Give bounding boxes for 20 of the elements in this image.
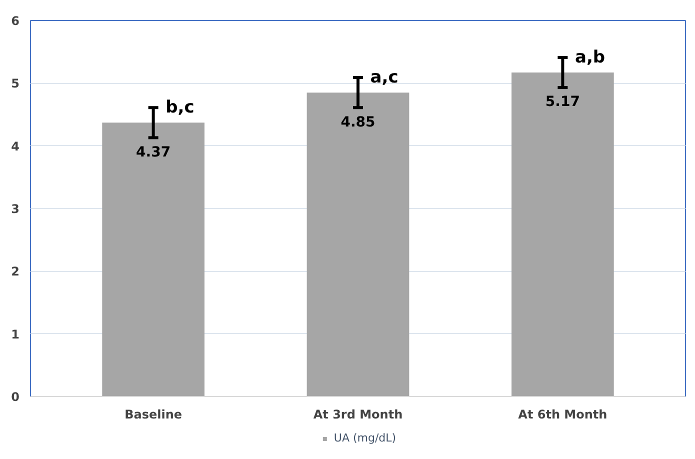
bar bbox=[102, 122, 204, 396]
y-tick-label: 2 bbox=[11, 264, 20, 279]
x-tick-label: At 6th Month bbox=[518, 408, 608, 422]
annotation: a,c bbox=[370, 68, 398, 88]
y-tick-label: 1 bbox=[11, 327, 20, 342]
data-label: 4.37 bbox=[136, 144, 171, 160]
y-tick-label: 4 bbox=[11, 139, 20, 154]
legend-label: UA (mg/dL) bbox=[334, 432, 396, 444]
data-label: 5.17 bbox=[545, 94, 580, 110]
y-tick-label: 5 bbox=[11, 76, 20, 91]
annotation: b,c bbox=[166, 98, 194, 118]
bar bbox=[512, 72, 614, 396]
bar bbox=[306, 92, 410, 396]
annotation: a,b bbox=[574, 47, 606, 68]
data-label: 4.85 bbox=[340, 114, 376, 130]
x-tick-label: At 3rd Month bbox=[313, 408, 403, 422]
x-tick-label: Baseline bbox=[124, 408, 182, 422]
y-tick-label: 0 bbox=[11, 390, 20, 404]
y-tick-label: 3 bbox=[11, 202, 20, 216]
y-tick-label: 6 bbox=[11, 14, 20, 28]
